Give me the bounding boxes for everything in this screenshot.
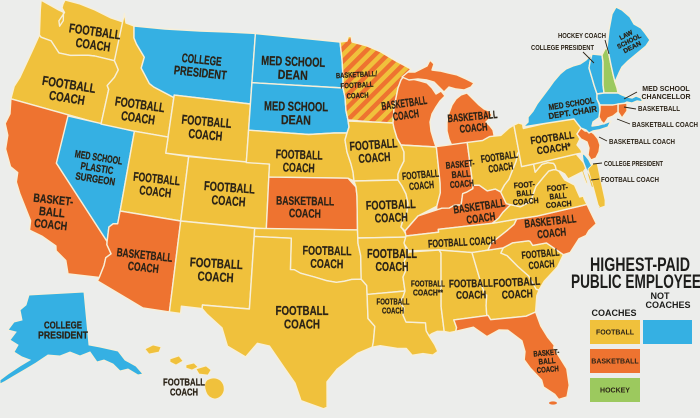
svg-text:BALL: BALL xyxy=(549,191,567,201)
svg-text:FOOTBALL: FOOTBALL xyxy=(181,112,232,131)
svg-text:FOOTBALL: FOOTBALL xyxy=(204,178,256,197)
svg-text:COACH: COACH xyxy=(382,305,404,315)
svg-text:FOOT-: FOOT- xyxy=(546,183,568,194)
svg-text:COACH: COACH xyxy=(283,160,315,175)
svg-text:FOOTBALL: FOOTBALL xyxy=(367,247,417,261)
svg-text:COACH: COACH xyxy=(310,257,343,272)
svg-text:FOOTBALL: FOOTBALL xyxy=(596,330,635,337)
svg-text:BASKETBALL: BASKETBALL xyxy=(638,106,681,113)
svg-text:PLASTIC: PLASTIC xyxy=(80,160,115,177)
svg-text:BALL: BALL xyxy=(538,356,556,366)
svg-text:COACH: COACH xyxy=(376,260,409,274)
svg-text:COACH: COACH xyxy=(545,199,572,210)
svg-text:FOOTBALL: FOOTBALL xyxy=(349,136,398,153)
svg-text:HIGHEST-PAID: HIGHEST-PAID xyxy=(590,255,690,276)
svg-text:FOOTBALL: FOOTBALL xyxy=(480,149,519,166)
svg-text:FOOTBALL: FOOTBALL xyxy=(366,197,417,213)
svg-text:COACHES: COACHES xyxy=(645,300,690,310)
svg-text:COACH: COACH xyxy=(537,226,567,241)
svg-text:COACH: COACH xyxy=(170,388,198,399)
svg-text:FOOTBALL: FOOTBALL xyxy=(275,147,323,163)
svg-text:FOOTBALL: FOOTBALL xyxy=(68,20,122,42)
svg-text:BASKETBALL COACH: BASKETBALL COACH xyxy=(632,122,698,129)
svg-text:FOOTBALL: FOOTBALL xyxy=(189,254,243,272)
svg-text:BALL: BALL xyxy=(38,204,65,221)
svg-text:BASKET-: BASKET- xyxy=(33,191,74,209)
svg-text:FOOTBALL: FOOTBALL xyxy=(521,247,560,262)
svg-text:FOOTBALL: FOOTBALL xyxy=(302,243,351,258)
svg-text:COACH: COACH xyxy=(536,364,559,375)
svg-text:FOOTBALL: FOOTBALL xyxy=(411,279,445,289)
svg-text:COACH: COACH xyxy=(392,108,419,124)
svg-text:FOOTBALL COACH: FOOTBALL COACH xyxy=(601,177,659,184)
svg-text:COLLEGE: COLLEGE xyxy=(181,51,222,69)
svg-text:COACH: COACH xyxy=(488,160,514,175)
svg-text:BASKETBALL: BASKETBALL xyxy=(591,359,639,366)
svg-text:BASKETBALL: BASKETBALL xyxy=(524,213,577,230)
svg-text:FOOTBALL: FOOTBALL xyxy=(402,168,440,183)
svg-text:COACH: COACH xyxy=(75,35,112,55)
svg-text:PUBLIC EMPLOYEE: PUBLIC EMPLOYEE xyxy=(571,272,700,293)
svg-text:COLLEGE: COLLEGE xyxy=(44,320,82,331)
svg-text:COACH: COACH xyxy=(502,288,534,302)
svg-text:BASKETBALL: BASKETBALL xyxy=(116,245,173,265)
svg-text:COLLEGE PRESIDENT: COLLEGE PRESIDENT xyxy=(531,45,595,52)
svg-text:MED SCHOOL: MED SCHOOL xyxy=(264,98,328,114)
svg-text:COACH: COACH xyxy=(289,206,321,221)
svg-text:FOOT-: FOOT- xyxy=(513,180,535,191)
svg-text:COACHES: COACHES xyxy=(591,308,636,318)
svg-text:FOOTBALL: FOOTBALL xyxy=(133,170,181,189)
svg-text:DEAN: DEAN xyxy=(278,67,309,83)
svg-text:COACH: COACH xyxy=(48,87,86,107)
svg-text:COACH: COACH xyxy=(120,108,156,128)
svg-text:HOCKEY COACH: HOCKEY COACH xyxy=(558,33,606,40)
svg-text:BASKETBALL: BASKETBALL xyxy=(276,193,334,208)
svg-text:HOCKEY: HOCKEY xyxy=(600,388,630,395)
svg-text:MED SCHOOL: MED SCHOOL xyxy=(261,53,326,70)
svg-text:COACH: COACH xyxy=(139,183,172,200)
svg-text:FOOTBALL: FOOTBALL xyxy=(377,297,410,307)
svg-text:COACH**: COACH** xyxy=(413,287,444,297)
svg-text:PRESIDENT: PRESIDENT xyxy=(173,63,227,82)
svg-text:BASKETBALL COACH: BASKETBALL COACH xyxy=(609,139,675,146)
svg-text:COACH: COACH xyxy=(188,126,223,144)
svg-text:FOOTBALL: FOOTBALL xyxy=(340,80,374,91)
svg-text:NOT: NOT xyxy=(651,291,671,301)
svg-text:COACH: COACH xyxy=(466,211,496,227)
svg-text:COACH: COACH xyxy=(449,178,474,191)
svg-text:PRESIDENT: PRESIDENT xyxy=(38,331,88,342)
svg-text:COLLEGE PRESIDENT: COLLEGE PRESIDENT xyxy=(604,161,664,168)
svg-text:MED SCHOOL: MED SCHOOL xyxy=(642,86,690,93)
svg-text:COACH: COACH xyxy=(512,196,539,207)
svg-text:FOOTBALL: FOOTBALL xyxy=(163,377,205,388)
svg-text:BASKETBALL: BASKETBALL xyxy=(447,109,498,125)
svg-text:DEAN: DEAN xyxy=(281,112,311,128)
svg-text:FOOTBALL: FOOTBALL xyxy=(493,276,541,290)
svg-text:FOOTBALL: FOOTBALL xyxy=(114,93,166,115)
svg-text:BALL: BALL xyxy=(451,168,471,181)
svg-text:COACH: COACH xyxy=(127,259,159,276)
svg-text:BALL: BALL xyxy=(516,188,534,198)
svg-text:COACH: COACH xyxy=(456,289,486,302)
svg-text:COACH: COACH xyxy=(34,216,68,233)
svg-text:COACH: COACH xyxy=(211,192,246,209)
svg-text:COACH: COACH xyxy=(375,210,408,225)
svg-text:BASKETBALL/: BASKETBALL/ xyxy=(336,69,378,80)
svg-text:FOOTBALL: FOOTBALL xyxy=(449,278,493,291)
svg-text:FOOTBALL: FOOTBALL xyxy=(276,303,329,318)
svg-text:COACH: COACH xyxy=(459,121,488,135)
svg-text:COACH*: COACH* xyxy=(536,141,572,158)
svg-text:FOOTBALL COACH: FOOTBALL COACH xyxy=(428,235,497,251)
svg-text:BASKET-: BASKET- xyxy=(445,158,475,171)
svg-text:COACH: COACH xyxy=(409,179,435,193)
svg-text:COACH: COACH xyxy=(197,268,234,285)
svg-text:COACH: COACH xyxy=(528,258,555,272)
svg-text:BASKET-: BASKET- xyxy=(533,347,560,358)
svg-text:CHANCELLOR: CHANCELLOR xyxy=(642,94,691,101)
svg-text:COACH: COACH xyxy=(358,150,391,166)
svg-text:COACH: COACH xyxy=(284,316,320,331)
svg-text:COACH: COACH xyxy=(346,91,368,101)
